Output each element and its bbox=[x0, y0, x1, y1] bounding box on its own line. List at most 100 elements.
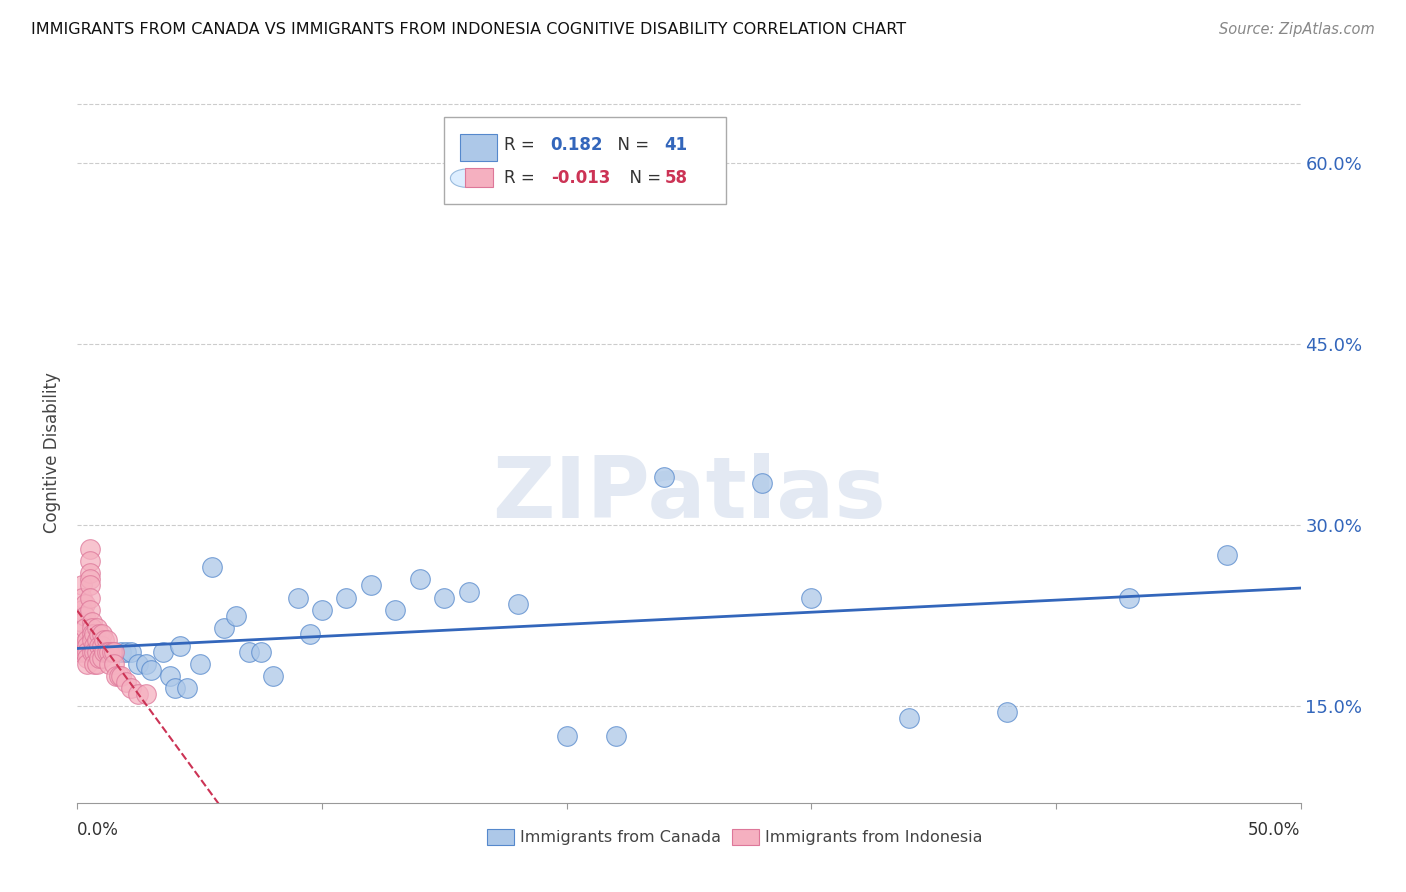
Point bbox=[506, 597, 529, 611]
Text: -0.013: -0.013 bbox=[551, 169, 610, 186]
Point bbox=[103, 645, 125, 659]
Point bbox=[995, 705, 1018, 719]
Point bbox=[69, 645, 91, 659]
Point bbox=[80, 615, 103, 629]
Text: Immigrants from Indonesia: Immigrants from Indonesia bbox=[765, 830, 983, 845]
Point bbox=[90, 639, 112, 653]
Point bbox=[79, 591, 101, 605]
Point bbox=[89, 639, 111, 653]
Point bbox=[250, 645, 273, 659]
Text: IMMIGRANTS FROM CANADA VS IMMIGRANTS FROM INDONESIA COGNITIVE DISABILITY CORRELA: IMMIGRANTS FROM CANADA VS IMMIGRANTS FRO… bbox=[31, 22, 905, 37]
Point bbox=[80, 632, 103, 647]
Point bbox=[79, 578, 101, 592]
Point bbox=[98, 657, 121, 671]
Point bbox=[127, 687, 149, 701]
Text: 50.0%: 50.0% bbox=[1249, 821, 1301, 838]
FancyBboxPatch shape bbox=[486, 830, 515, 845]
Point bbox=[188, 657, 211, 671]
Point bbox=[79, 602, 101, 616]
Point bbox=[159, 669, 181, 683]
Point bbox=[103, 657, 125, 671]
Point bbox=[152, 645, 174, 659]
Text: N =: N = bbox=[619, 169, 666, 186]
Text: Source: ZipAtlas.com: Source: ZipAtlas.com bbox=[1219, 22, 1375, 37]
Point bbox=[262, 669, 284, 683]
Point bbox=[76, 632, 98, 647]
Point bbox=[70, 602, 93, 616]
Point bbox=[73, 597, 96, 611]
Point bbox=[165, 681, 187, 695]
Point bbox=[409, 573, 432, 587]
Point bbox=[89, 627, 111, 641]
Point bbox=[457, 584, 479, 599]
Point bbox=[83, 627, 105, 641]
Point bbox=[89, 651, 111, 665]
Point bbox=[93, 632, 115, 647]
Point bbox=[751, 475, 773, 490]
Point bbox=[384, 602, 406, 616]
Point bbox=[800, 591, 823, 605]
Point bbox=[120, 645, 142, 659]
Text: 0.182: 0.182 bbox=[551, 136, 603, 154]
Point bbox=[69, 639, 91, 653]
Point bbox=[654, 470, 676, 484]
Point bbox=[86, 621, 108, 635]
Point bbox=[76, 657, 98, 671]
Point bbox=[212, 621, 235, 635]
Point bbox=[73, 608, 96, 623]
Point bbox=[139, 663, 162, 677]
Text: 0.0%: 0.0% bbox=[77, 821, 120, 838]
Point bbox=[90, 627, 112, 641]
Point bbox=[80, 645, 103, 659]
Point bbox=[115, 645, 138, 659]
Point bbox=[105, 669, 128, 683]
Text: N =: N = bbox=[607, 136, 654, 154]
Point bbox=[225, 608, 247, 623]
Point bbox=[93, 645, 115, 659]
Point bbox=[433, 591, 456, 605]
Point bbox=[1216, 549, 1239, 563]
Point bbox=[79, 573, 101, 587]
FancyBboxPatch shape bbox=[444, 117, 725, 204]
Point bbox=[238, 645, 260, 659]
Point bbox=[335, 591, 357, 605]
Circle shape bbox=[450, 169, 482, 187]
Point bbox=[360, 578, 382, 592]
Text: Immigrants from Canada: Immigrants from Canada bbox=[520, 830, 721, 845]
FancyBboxPatch shape bbox=[731, 830, 759, 845]
Point bbox=[898, 711, 921, 725]
Text: ZIPatlas: ZIPatlas bbox=[492, 453, 886, 536]
Text: 41: 41 bbox=[665, 136, 688, 154]
Point bbox=[135, 657, 157, 671]
Point bbox=[135, 687, 157, 701]
Point bbox=[70, 578, 93, 592]
Point bbox=[73, 621, 96, 635]
Text: R =: R = bbox=[505, 169, 540, 186]
Point bbox=[76, 639, 98, 653]
Point bbox=[287, 591, 309, 605]
Point bbox=[83, 645, 105, 659]
FancyBboxPatch shape bbox=[460, 134, 496, 161]
Point bbox=[79, 554, 101, 568]
Point bbox=[115, 675, 138, 690]
FancyBboxPatch shape bbox=[465, 169, 494, 187]
Point bbox=[555, 730, 578, 744]
Point bbox=[1118, 591, 1140, 605]
Point bbox=[70, 615, 93, 629]
Point bbox=[110, 645, 132, 659]
Point bbox=[100, 645, 122, 659]
Text: 58: 58 bbox=[665, 169, 688, 186]
Point bbox=[86, 657, 108, 671]
Point bbox=[96, 645, 118, 659]
Text: R =: R = bbox=[505, 136, 540, 154]
Point bbox=[103, 645, 125, 659]
Point bbox=[86, 645, 108, 659]
Point bbox=[176, 681, 198, 695]
Point bbox=[79, 645, 101, 659]
Point bbox=[605, 730, 627, 744]
Point bbox=[80, 627, 103, 641]
Point bbox=[127, 657, 149, 671]
Point bbox=[76, 651, 98, 665]
Point bbox=[69, 632, 91, 647]
Point bbox=[70, 591, 93, 605]
